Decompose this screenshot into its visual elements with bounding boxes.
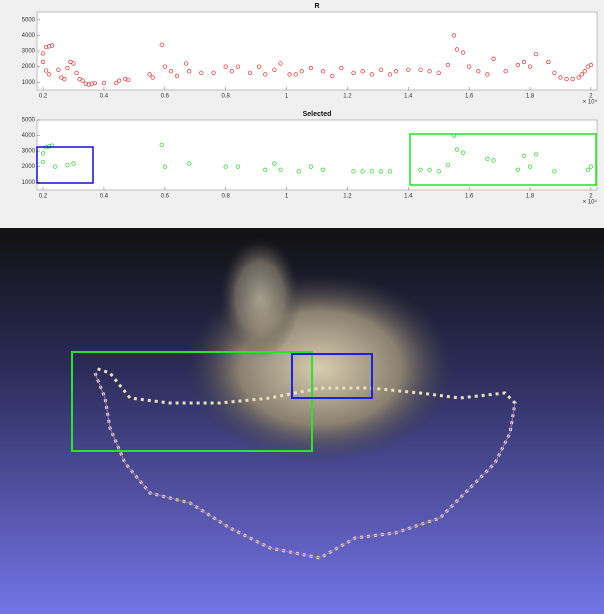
y-tick-label: 4000 [22, 133, 36, 139]
point-cloud-top [220, 238, 300, 358]
y-tick-label: 5000 [22, 17, 36, 23]
x-tick-label: 1.4 [404, 194, 413, 200]
x-tick-label: 0.8 [222, 194, 231, 200]
x-tick-label: 0.8 [222, 94, 231, 100]
y-tick-label: 3000 [22, 149, 36, 155]
plot-area [37, 120, 597, 190]
y-tick-label: 2000 [22, 164, 36, 170]
x-tick-label: 1.2 [343, 94, 352, 100]
x-tick-label: 0.2 [39, 194, 48, 200]
y-tick-label: 3000 [22, 49, 36, 55]
x-tick-label: 0.2 [39, 94, 48, 100]
x-tick-label: 1.2 [343, 194, 352, 200]
x-tick-label: 1.8 [526, 194, 535, 200]
y-tick-label: 5000 [22, 118, 36, 124]
y-tick-label: 2000 [22, 64, 36, 70]
x-tick-label: 0.6 [161, 194, 170, 200]
x-tick-label: 1.6 [465, 94, 474, 100]
plots-panel: R100020003000400050000.20.40.60.811.21.4… [0, 0, 604, 226]
x-tick-label: 0.6 [161, 94, 170, 100]
x-tick-label: 0.4 [100, 94, 109, 100]
chart-title: Selected [303, 111, 332, 118]
plot-area [37, 12, 597, 90]
y-tick-label: 1000 [22, 180, 36, 186]
chart-title: R [314, 3, 319, 10]
x-multiplier: × 10⁴ [583, 199, 598, 206]
x-tick-label: 1.6 [465, 194, 474, 200]
x-multiplier: × 10⁴ [583, 99, 598, 106]
y-tick-label: 4000 [22, 33, 36, 39]
x-tick-label: 1.8 [526, 94, 535, 100]
x-tick-label: 1.4 [404, 94, 413, 100]
y-tick-label: 1000 [22, 80, 36, 86]
x-tick-label: 0.4 [100, 194, 109, 200]
reconstruction-view [0, 228, 604, 614]
